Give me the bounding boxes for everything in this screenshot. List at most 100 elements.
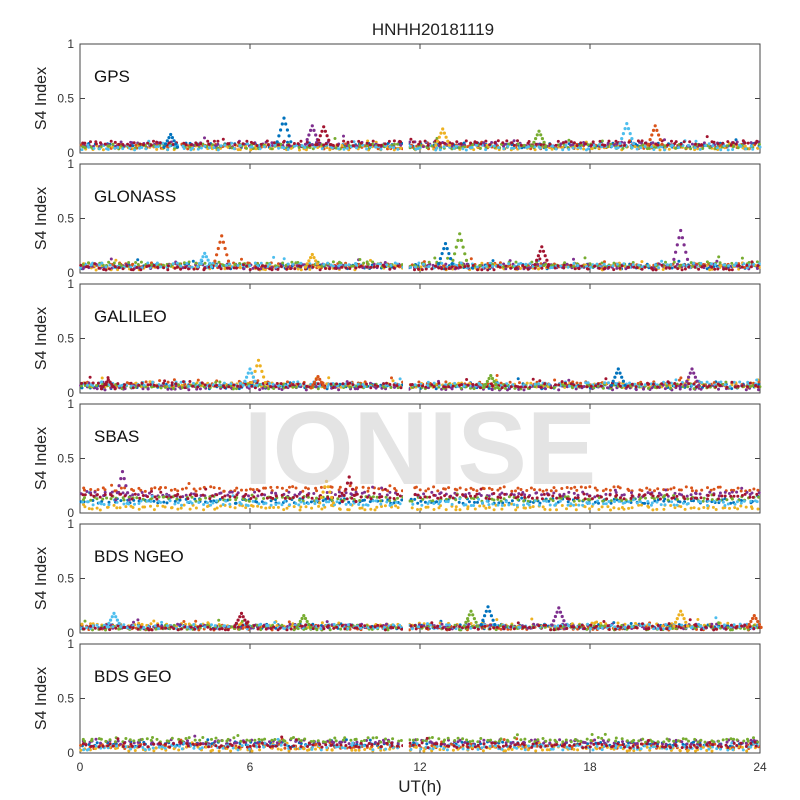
- data-point: [447, 252, 451, 256]
- data-point: [83, 146, 87, 150]
- data-point: [351, 383, 355, 387]
- data-gap: [403, 285, 409, 392]
- data-point: [623, 383, 627, 387]
- data-point: [255, 383, 259, 387]
- data-point: [621, 379, 626, 383]
- data-point: [86, 500, 90, 504]
- data-point: [549, 386, 553, 390]
- data-point: [328, 267, 331, 271]
- data-point: [648, 488, 652, 492]
- data-point: [491, 384, 494, 388]
- data-point: [196, 265, 200, 269]
- data-point: [752, 262, 756, 266]
- data-point: [505, 139, 509, 143]
- data-point: [627, 506, 631, 510]
- data-point: [201, 493, 205, 497]
- data-point: [723, 490, 727, 494]
- data-point: [682, 243, 686, 247]
- data-point: [465, 378, 469, 381]
- data-point: [215, 499, 219, 503]
- data-point: [743, 141, 747, 145]
- data-point: [547, 382, 551, 386]
- data-point: [239, 381, 242, 385]
- data-point: [544, 148, 548, 152]
- data-point: [292, 142, 296, 145]
- data-point: [192, 381, 195, 385]
- data-point: [250, 145, 254, 149]
- data-point: [303, 146, 307, 149]
- data-point: [602, 502, 606, 506]
- data-point: [223, 494, 227, 498]
- data-point: [417, 261, 421, 265]
- data-point: [173, 502, 177, 506]
- data-point: [512, 143, 516, 147]
- data-point: [205, 501, 209, 505]
- data-point: [310, 143, 314, 146]
- data-point: [452, 146, 456, 150]
- data-point: [602, 262, 606, 266]
- data-point: [539, 133, 543, 137]
- data-point: [83, 493, 87, 497]
- data-point: [437, 262, 441, 266]
- data-point: [601, 489, 605, 493]
- data-point: [418, 146, 422, 150]
- data-point: [95, 497, 99, 501]
- data-point: [683, 497, 687, 501]
- data-point: [653, 489, 656, 493]
- data-point: [694, 142, 697, 146]
- data-gap: [403, 165, 409, 272]
- data-point: [89, 140, 92, 144]
- data-point: [463, 252, 467, 256]
- data-point: [630, 382, 634, 386]
- data-point: [469, 257, 473, 261]
- data-point: [152, 139, 155, 143]
- data-point: [83, 141, 87, 145]
- data-point: [199, 146, 203, 150]
- data-point: [313, 380, 317, 384]
- data-point: [108, 267, 111, 271]
- data-point: [719, 148, 723, 152]
- data-point: [484, 139, 488, 143]
- data-point: [699, 387, 703, 391]
- data-point: [690, 142, 694, 146]
- y-tick-label: 1: [67, 37, 74, 51]
- data-point: [705, 380, 709, 384]
- data-point: [89, 488, 93, 491]
- data-point: [496, 139, 500, 143]
- data-point: [253, 261, 257, 265]
- data-point: [686, 143, 690, 147]
- data-point: [188, 493, 192, 497]
- data-point: [203, 383, 207, 387]
- data-point: [198, 487, 202, 491]
- data-point: [194, 261, 198, 265]
- data-point: [740, 265, 744, 269]
- data-point: [750, 507, 754, 510]
- data-point: [166, 148, 170, 152]
- data-point: [187, 388, 191, 392]
- data-point: [632, 142, 636, 146]
- data-point: [725, 385, 729, 389]
- data-point: [707, 384, 711, 388]
- data-point: [503, 384, 507, 388]
- data-point: [155, 384, 159, 388]
- data-point: [717, 494, 721, 498]
- data-point: [478, 147, 482, 150]
- data-point: [98, 147, 102, 151]
- data-point: [652, 497, 656, 501]
- data-point: [308, 144, 311, 147]
- data-point: [516, 377, 520, 381]
- data-point: [117, 142, 121, 146]
- data-point: [669, 386, 673, 390]
- data-point: [286, 147, 290, 151]
- data-point: [748, 488, 752, 492]
- data-point: [488, 143, 492, 147]
- data-point: [603, 143, 607, 147]
- data-point: [563, 381, 567, 385]
- data-point: [176, 507, 180, 511]
- data-point: [728, 506, 731, 510]
- data-point: [751, 147, 755, 151]
- data-point: [119, 499, 123, 503]
- data-point: [245, 146, 248, 150]
- data-point: [576, 264, 580, 267]
